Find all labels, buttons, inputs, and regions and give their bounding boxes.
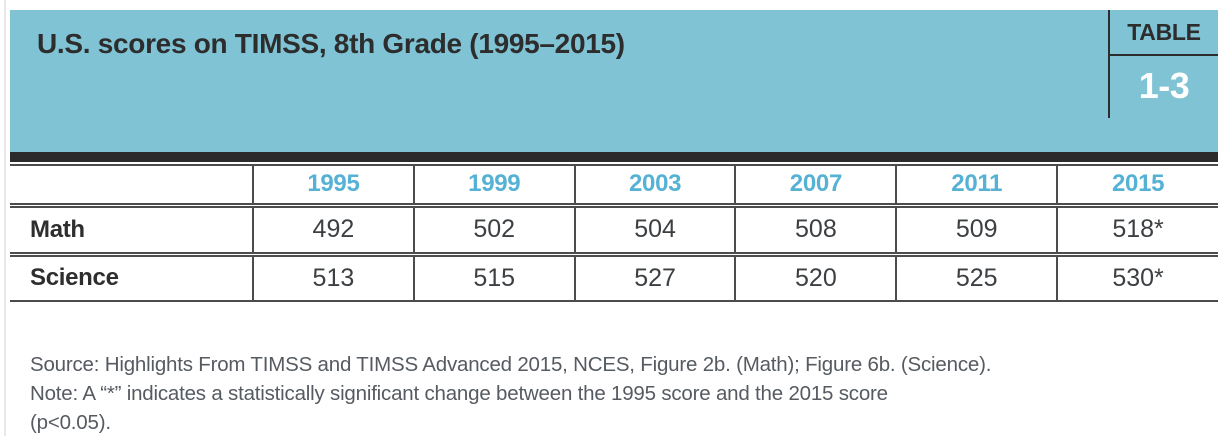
year-header-2011: 2011 [895, 165, 1058, 208]
table-row-math: Math 492 502 504 508 509 518* [10, 205, 1218, 257]
math-2015-cell: 518* [1056, 205, 1218, 257]
band-bottom-rule [10, 152, 1218, 162]
science-1999-cell: 515 [412, 254, 575, 302]
year-header-2007: 2007 [734, 165, 897, 208]
science-2015-cell: 530* [1056, 254, 1218, 302]
math-2011-cell: 509 [895, 205, 1058, 257]
math-1995-cell: 492 [252, 205, 414, 257]
row-label-science: Science [10, 254, 253, 302]
science-2011-cell: 525 [895, 254, 1058, 302]
scores-table: 1995 1999 2003 2007 2011 2015 Math 492 5… [10, 164, 1218, 302]
table-row-science: Science 513 515 527 520 525 530* [10, 254, 1218, 302]
math-2007-cell: 508 [734, 205, 897, 257]
math-1999-cell: 502 [412, 205, 575, 257]
science-2003-cell: 527 [573, 254, 736, 302]
year-header-1995: 1995 [252, 165, 414, 208]
math-2003-cell: 504 [573, 205, 736, 257]
year-header-1999: 1999 [412, 165, 575, 208]
corner-cell [10, 165, 253, 208]
table-title-band: U.S. scores on TIMSS, 8th Grade (1995–20… [10, 10, 1218, 152]
table-footnote: Source: Highlights From TIMSS and TIMSS … [30, 350, 1215, 436]
table-header-row: 1995 1999 2003 2007 2011 2015 [10, 165, 1218, 208]
note-line: Note: A “*” indicates a statistically si… [30, 382, 888, 405]
table-number: 1-3 [1138, 65, 1190, 106]
science-1995-cell: 513 [252, 254, 414, 302]
science-2007-cell: 520 [734, 254, 897, 302]
table-number-box: TABLE 1-3 [1108, 10, 1218, 118]
pvalue-line: (p<0.05). [30, 411, 111, 434]
source-line: Source: Highlights From TIMSS and TIMSS … [30, 353, 992, 376]
table-title: U.S. scores on TIMSS, 8th Grade (1995–20… [37, 28, 625, 59]
page-edge-rule [4, 0, 6, 436]
year-header-2003: 2003 [573, 165, 736, 208]
table-label: TABLE [1110, 10, 1218, 56]
year-header-2015: 2015 [1056, 165, 1218, 208]
row-label-math: Math [10, 205, 253, 257]
